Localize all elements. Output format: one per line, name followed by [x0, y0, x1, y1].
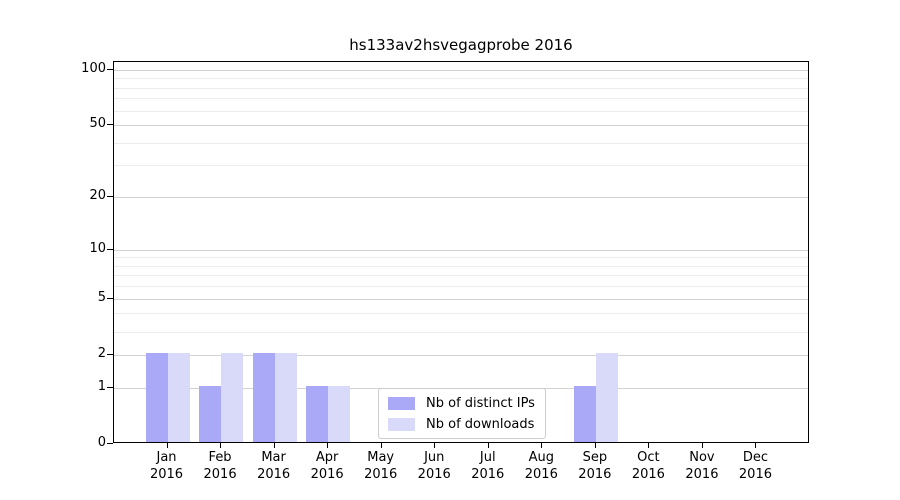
x-tick-mark: [541, 443, 543, 448]
bar-distinct-ips-jan: [145, 352, 168, 442]
minor-gridline: [114, 78, 808, 80]
chart-title: hs133av2hsvegagprobe 2016: [349, 36, 573, 54]
minor-gridline: [114, 257, 808, 259]
major-gridline: [114, 69, 808, 71]
legend-swatch-downloads: [388, 417, 415, 431]
bar-distinct-ips-apr: [306, 385, 329, 442]
minor-gridline: [114, 98, 808, 100]
minor-gridline: [114, 142, 808, 144]
x-tick-label: Jun 2016: [417, 450, 451, 482]
x-tick-label: Oct 2016: [631, 450, 665, 482]
minor-gridline: [114, 265, 808, 267]
legend: Nb of distinct IPs Nb of downloads: [378, 388, 546, 439]
x-tick-label: Mar 2016: [257, 450, 291, 482]
x-tick-mark: [327, 443, 329, 448]
y-tick-label: 0: [97, 435, 106, 450]
x-tick-mark: [220, 443, 222, 448]
y-tick-label: 5: [97, 289, 106, 305]
bar-downloads-sep: [595, 352, 618, 442]
x-tick-mark: [380, 443, 382, 448]
bar-downloads-apr: [328, 385, 351, 442]
bar-distinct-ips-feb: [199, 385, 222, 442]
plot-area: [113, 61, 809, 443]
y-tick-mark: [107, 353, 113, 355]
x-tick-mark: [166, 443, 168, 448]
x-tick-mark: [594, 443, 596, 448]
major-gridline: [114, 125, 808, 127]
x-tick-mark: [701, 443, 703, 448]
y-tick-mark: [107, 196, 113, 198]
y-tick-label: 10: [89, 240, 106, 256]
bar-downloads-mar: [274, 352, 297, 442]
y-tick-mark: [107, 248, 113, 250]
legend-label-distinct-ips: Nb of distinct IPs: [426, 395, 535, 411]
y-tick-label: 50: [89, 116, 106, 132]
y-tick-label: 20: [89, 188, 106, 204]
y-tick-label: 1: [97, 378, 106, 394]
y-tick-mark: [107, 443, 113, 444]
x-tick-label: Aug 2016: [524, 450, 558, 482]
major-gridline: [114, 298, 808, 300]
legend-item-downloads: Nb of downloads: [388, 415, 535, 433]
x-tick-mark: [487, 443, 489, 448]
y-tick-mark: [107, 124, 113, 126]
x-tick-label: Jan 2016: [149, 450, 184, 482]
x-tick-label: Sep 2016: [578, 450, 612, 482]
minor-gridline: [114, 313, 808, 315]
bar-distinct-ips-sep: [573, 385, 596, 442]
x-tick-label: Jul 2016: [471, 450, 505, 482]
bar-downloads-feb: [221, 352, 244, 442]
bar-distinct-ips-mar: [252, 352, 275, 442]
major-gridline: [114, 197, 808, 199]
x-tick-mark: [755, 443, 757, 448]
minor-gridline: [114, 110, 808, 112]
x-tick-label: Dec 2016: [738, 450, 772, 482]
legend-swatch-distinct-ips: [388, 396, 415, 410]
minor-gridline: [114, 286, 808, 288]
x-tick-label: May 2016: [364, 450, 398, 482]
y-tick-mark: [107, 68, 113, 70]
x-tick-mark: [648, 443, 650, 448]
y-tick-mark: [107, 297, 113, 299]
x-tick-label: Nov 2016: [685, 450, 719, 482]
legend-item-distinct-ips: Nb of distinct IPs: [388, 394, 535, 412]
minor-gridline: [114, 275, 808, 277]
x-tick-mark: [273, 443, 275, 448]
minor-gridline: [114, 87, 808, 89]
major-gridline: [114, 249, 808, 251]
y-tick-label: 2: [97, 345, 106, 361]
x-tick-label: Feb 2016: [203, 450, 237, 482]
x-tick-mark: [434, 443, 436, 448]
x-tick-label: Apr 2016: [310, 450, 344, 482]
y-tick-mark: [107, 386, 113, 388]
legend-label-downloads: Nb of downloads: [426, 416, 535, 432]
minor-gridline: [114, 165, 808, 167]
y-tick-label: 100: [81, 60, 106, 76]
minor-gridline: [114, 331, 808, 333]
major-gridline: [114, 354, 808, 356]
bar-downloads-jan: [167, 352, 190, 442]
